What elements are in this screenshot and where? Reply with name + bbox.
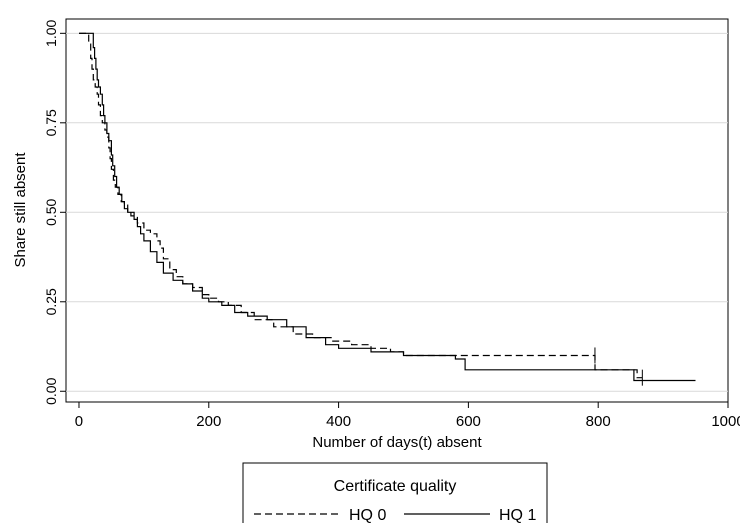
grid-lines: [66, 32, 728, 392]
axis-ticks: 0.00 0.25 0.50 0.75 1.00 0 200 400 600 800 1000: [43, 19, 740, 430]
y-tick-label: 0.50: [43, 198, 59, 225]
x-tick-label: 800: [586, 413, 611, 430]
series-line-hq0: [79, 32, 643, 379]
plot-frame: [65, 18, 729, 403]
y-tick-label: 1.00: [43, 19, 59, 46]
legend-box: [242, 462, 548, 523]
x-tick-label: 0: [75, 413, 83, 430]
legend-label-hq1: HQ 1: [499, 507, 536, 523]
y-tick-label: 0.25: [43, 288, 59, 315]
series-line-hq1: [79, 32, 696, 382]
legend: Certificate quality HQ 0 HQ 1: [242, 462, 548, 523]
series-lines: [79, 32, 696, 386]
x-tick-label: 200: [196, 413, 221, 430]
x-tick-label: 600: [456, 413, 481, 430]
legend-label-hq0: HQ 0: [349, 507, 386, 523]
x-axis-label: Number of days(t) absent: [312, 434, 482, 451]
y-axis-label: Share still absent: [12, 152, 29, 268]
y-tick-label: 0.75: [43, 109, 59, 136]
legend-title: Certificate quality: [334, 478, 457, 495]
x-tick-label: 1000: [711, 413, 740, 430]
y-tick-label: 0.00: [43, 377, 59, 404]
x-tick-label: 400: [326, 413, 351, 430]
